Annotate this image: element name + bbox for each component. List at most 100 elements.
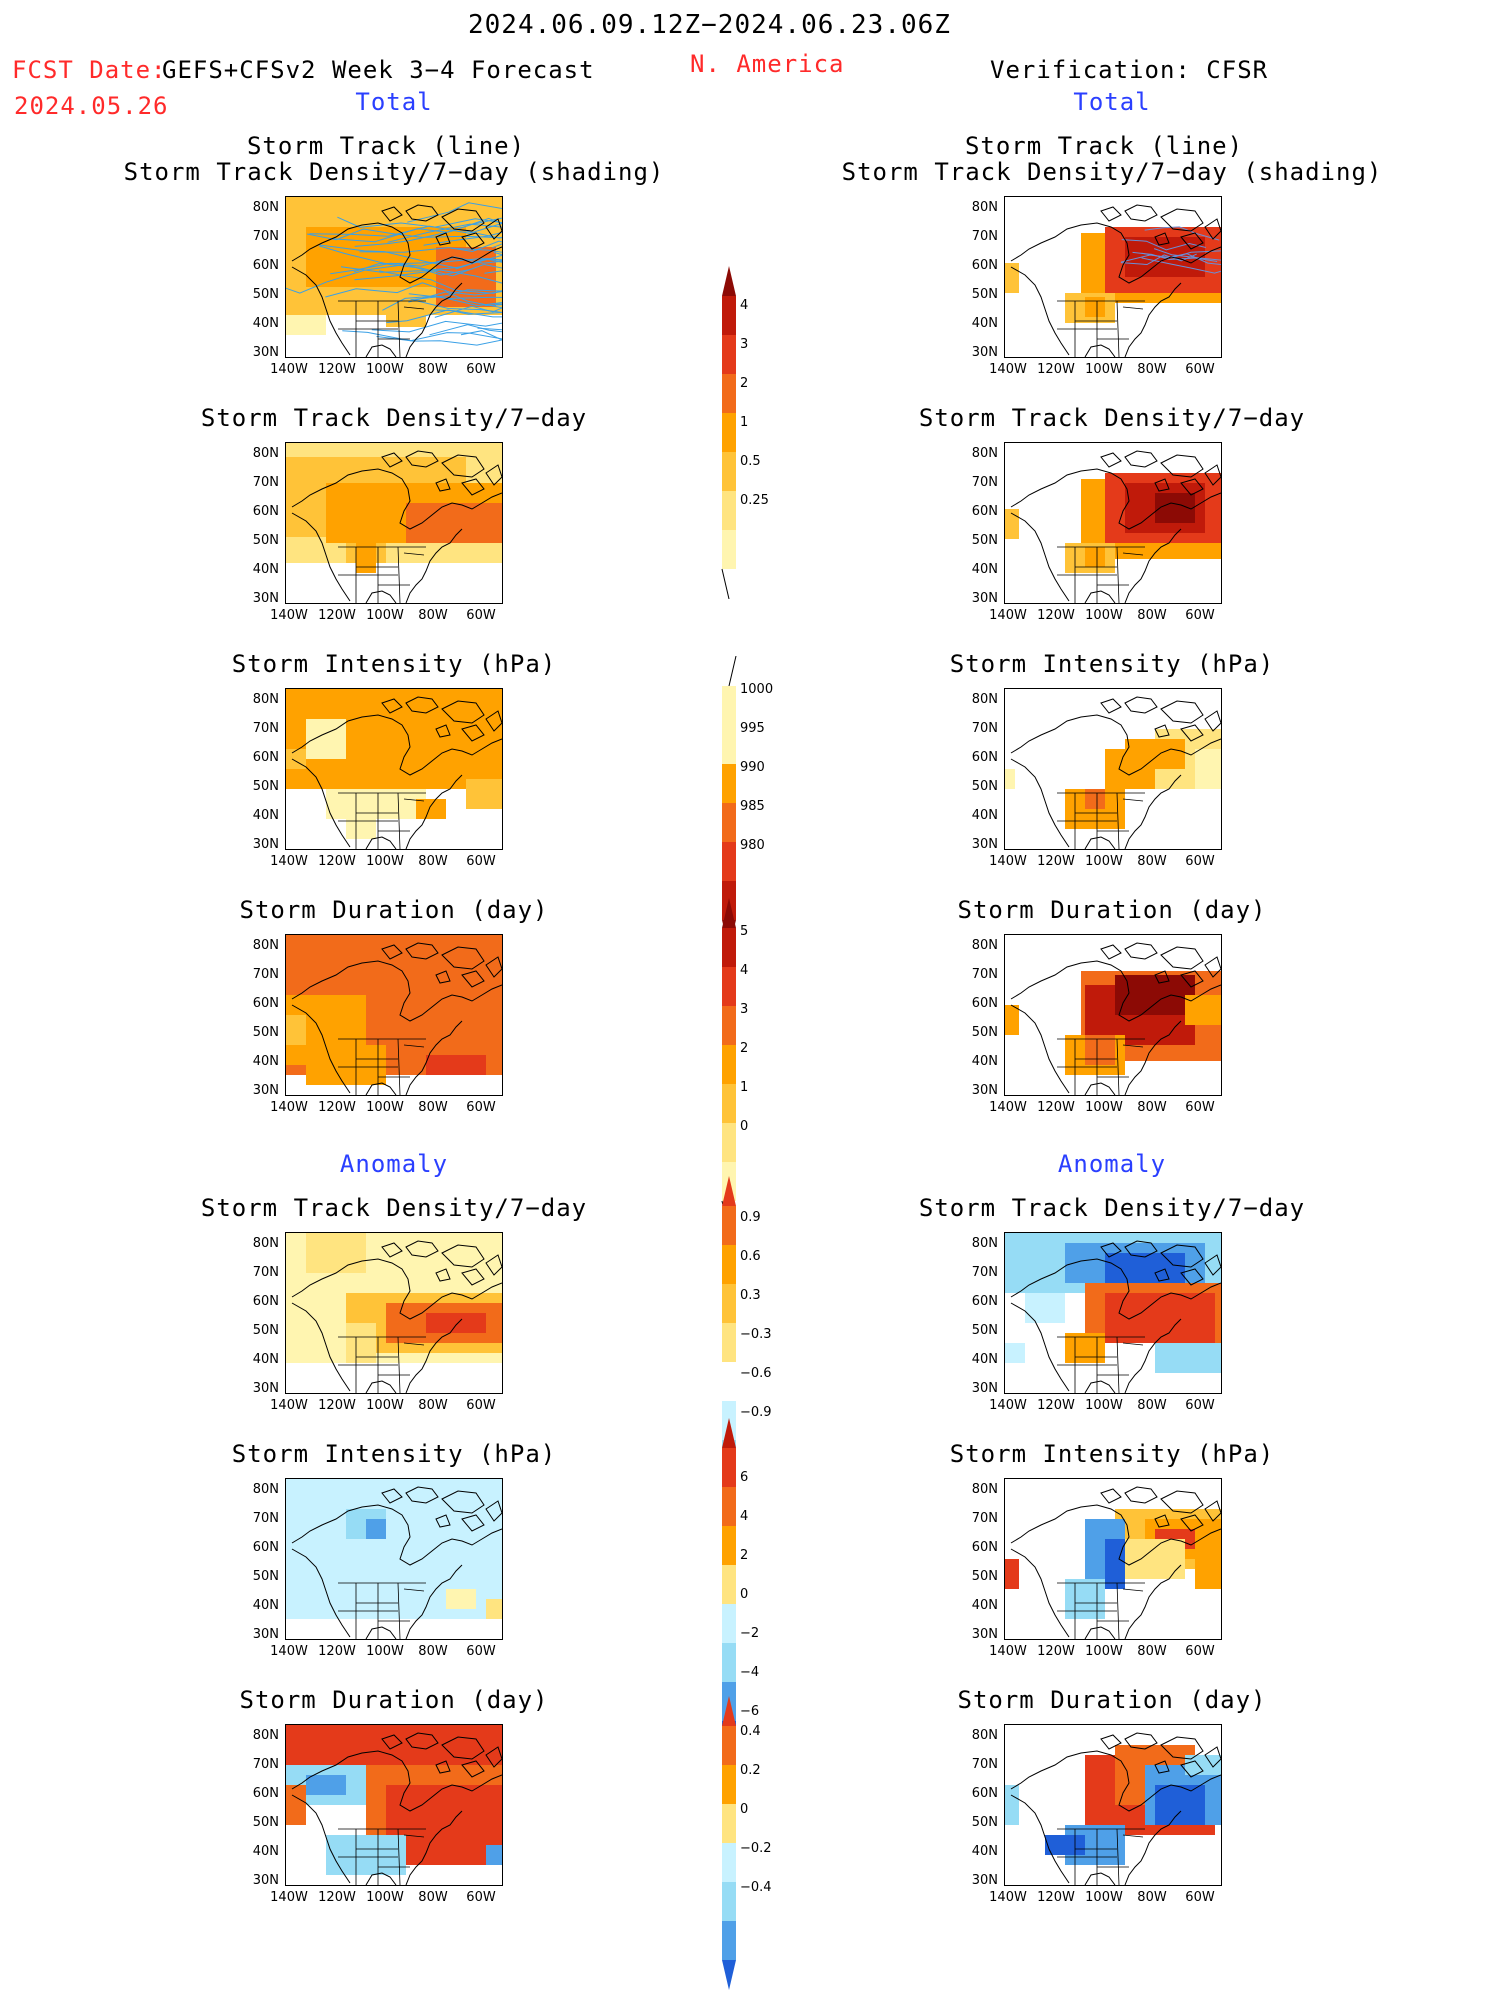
- title-density-right: Storm Track Density/7−day: [919, 404, 1305, 432]
- lat-tick-label: 30N: [964, 345, 998, 360]
- lon-tick-label: 80W: [418, 1890, 447, 1905]
- lat-tick-label: 60N: [245, 258, 279, 273]
- lon-tick-label: 140W: [989, 1644, 1027, 1659]
- colorbar-label: 0.25: [740, 493, 769, 508]
- map-field: [1005, 443, 1221, 603]
- lon-tick-label: 120W: [318, 608, 356, 623]
- colorbar-label: 1000: [740, 682, 773, 697]
- colorbar-label: 990: [740, 760, 765, 775]
- map-panel-cfsr-1: [1004, 442, 1222, 604]
- lat-tick-label: 80N: [245, 1482, 279, 1497]
- lat-tick-label: 30N: [245, 591, 279, 606]
- lon-tick-label: 100W: [1085, 1890, 1123, 1905]
- colorbar-label: −0.2: [740, 1841, 772, 1856]
- colorbar-label: 4: [740, 963, 748, 978]
- lat-tick-label: 30N: [245, 1083, 279, 1098]
- lon-tick-label: 60W: [466, 362, 495, 377]
- lat-tick-label: 50N: [964, 779, 998, 794]
- title-track-line-right: Storm Track (line): [965, 132, 1243, 160]
- colorbar-label: −0.4: [740, 1880, 772, 1895]
- lat-tick-label: 70N: [245, 967, 279, 982]
- lon-tick-label: 60W: [1185, 608, 1214, 623]
- lat-tick-label: 70N: [964, 229, 998, 244]
- lat-tick-label: 40N: [964, 1352, 998, 1367]
- colorbar-label: 6: [740, 1470, 748, 1485]
- lat-tick-label: 80N: [964, 1482, 998, 1497]
- map-field: [286, 935, 502, 1095]
- lat-tick-label: 80N: [245, 446, 279, 461]
- colorbar-label: 4: [740, 298, 748, 313]
- map-panel-forecast-5: [285, 1478, 503, 1640]
- lon-tick-label: 100W: [366, 1100, 404, 1115]
- lon-tick-label: 140W: [989, 1398, 1027, 1413]
- lat-tick-label: 40N: [964, 562, 998, 577]
- lat-tick-label: 30N: [964, 1083, 998, 1098]
- lat-tick-label: 50N: [964, 287, 998, 302]
- colorbar-label: 2: [740, 1041, 748, 1056]
- colorbar-label: 0.4: [740, 1724, 761, 1739]
- colorbar-label: 0: [740, 1802, 748, 1817]
- title-intensity-anom-right: Storm Intensity (hPa): [950, 1440, 1274, 1468]
- lon-tick-label: 100W: [1085, 1100, 1123, 1115]
- map-field: [286, 197, 502, 357]
- lat-tick-label: 60N: [964, 996, 998, 1011]
- date-range: 2024.06.09.12Z−2024.06.23.06Z: [468, 10, 951, 40]
- section-total-right: Total: [1073, 88, 1150, 116]
- lat-tick-label: 30N: [245, 1627, 279, 1642]
- section-anomaly-right: Anomaly: [1058, 1150, 1166, 1178]
- lon-tick-label: 140W: [270, 362, 308, 377]
- map-panel-forecast-2: [285, 688, 503, 850]
- title-intensity-right: Storm Intensity (hPa): [950, 650, 1274, 678]
- map-field: [286, 1233, 502, 1393]
- lat-tick-label: 80N: [964, 692, 998, 707]
- lat-tick-label: 30N: [245, 1873, 279, 1888]
- title-duration-anom-right: Storm Duration (day): [958, 1686, 1267, 1714]
- colorbar-label: 0.9: [740, 1210, 761, 1225]
- map-panel-forecast-3: [285, 934, 503, 1096]
- lon-tick-label: 60W: [466, 1398, 495, 1413]
- colorbar-label: 0.5: [740, 454, 761, 469]
- lat-tick-label: 70N: [245, 1511, 279, 1526]
- lon-tick-label: 100W: [366, 854, 404, 869]
- title-duration-anom-left: Storm Duration (day): [240, 1686, 549, 1714]
- lat-tick-label: 70N: [964, 1265, 998, 1280]
- lat-tick-label: 40N: [964, 1844, 998, 1859]
- colorbar-label: 4: [740, 1509, 748, 1524]
- lon-tick-label: 80W: [418, 1100, 447, 1115]
- colorbar-label: 0.2: [740, 1763, 761, 1778]
- lat-tick-label: 60N: [964, 258, 998, 273]
- map-field: [286, 1725, 502, 1885]
- lon-tick-label: 140W: [270, 854, 308, 869]
- colorbar-label: 2: [740, 376, 748, 391]
- lat-tick-label: 80N: [245, 200, 279, 215]
- lon-tick-label: 80W: [1137, 1644, 1166, 1659]
- lat-tick-label: 70N: [964, 1757, 998, 1772]
- map-field: [286, 689, 502, 849]
- map-field: [1005, 1233, 1221, 1393]
- lon-tick-label: 100W: [366, 1398, 404, 1413]
- lat-tick-label: 50N: [964, 1025, 998, 1040]
- colorbar-label: 5: [740, 924, 748, 939]
- lat-tick-label: 50N: [245, 1815, 279, 1830]
- colorbar-label: −4: [740, 1665, 759, 1680]
- lon-tick-label: 100W: [366, 608, 404, 623]
- lon-tick-label: 60W: [466, 608, 495, 623]
- colorbar-label: 0.6: [740, 1249, 761, 1264]
- fcst-label: FCST Date:: [12, 56, 167, 84]
- lat-tick-label: 60N: [964, 504, 998, 519]
- lat-tick-label: 40N: [245, 1352, 279, 1367]
- lat-tick-label: 50N: [964, 1815, 998, 1830]
- lat-tick-label: 60N: [964, 750, 998, 765]
- lon-tick-label: 80W: [1137, 1398, 1166, 1413]
- lon-tick-label: 120W: [1037, 854, 1075, 869]
- lon-tick-label: 100W: [1085, 362, 1123, 377]
- lat-tick-label: 40N: [245, 316, 279, 331]
- lat-tick-label: 50N: [964, 1569, 998, 1584]
- lat-tick-label: 80N: [964, 1236, 998, 1251]
- lon-tick-label: 60W: [466, 1100, 495, 1115]
- lat-tick-label: 60N: [964, 1540, 998, 1555]
- lon-tick-label: 140W: [270, 608, 308, 623]
- lon-tick-label: 140W: [989, 1100, 1027, 1115]
- colorbar-label: 3: [740, 1002, 748, 1017]
- lon-tick-label: 100W: [1085, 1644, 1123, 1659]
